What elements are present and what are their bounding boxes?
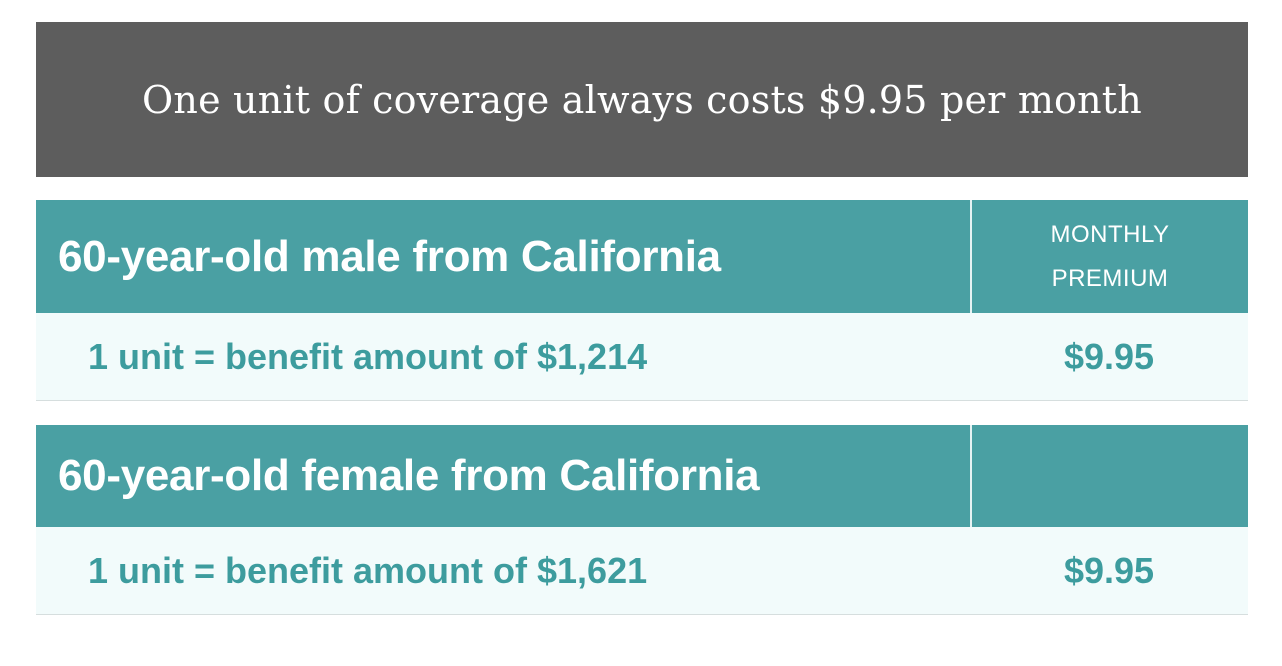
male-section: 60-year-old male from California MONTHLY… (36, 200, 1248, 401)
female-heading: 60-year-old female from California (58, 451, 760, 500)
female-section: 60-year-old female from California 1 uni… (36, 425, 1248, 615)
male-premium-value: $9.95 (1063, 335, 1155, 377)
female-premium-value: $9.95 (1063, 549, 1155, 591)
female-header-empty-cell (970, 425, 1248, 527)
male-benefit-text: 1 unit = benefit amount of $1,214 (88, 335, 648, 377)
female-data-row: 1 unit = benefit amount of $1,621 $9.95 (36, 527, 1248, 615)
male-heading: 60-year-old male from California (58, 231, 721, 281)
male-header-row: 60-year-old male from California MONTHLY… (36, 200, 1248, 313)
female-benefit-text: 1 unit = benefit amount of $1,621 (88, 549, 648, 591)
column-header-line2: PREMIUM (1051, 264, 1169, 292)
column-header-line1: MONTHLY (1050, 220, 1170, 248)
title-banner: One unit of coverage always costs $9.95 … (36, 22, 1248, 177)
male-data-row: 1 unit = benefit amount of $1,214 $9.95 (36, 313, 1248, 401)
female-header-row: 60-year-old female from California (36, 425, 1248, 527)
monthly-premium-header: MONTHLY PREMIUM (970, 200, 1248, 313)
banner-title: One unit of coverage always costs $9.95 … (142, 77, 1142, 122)
